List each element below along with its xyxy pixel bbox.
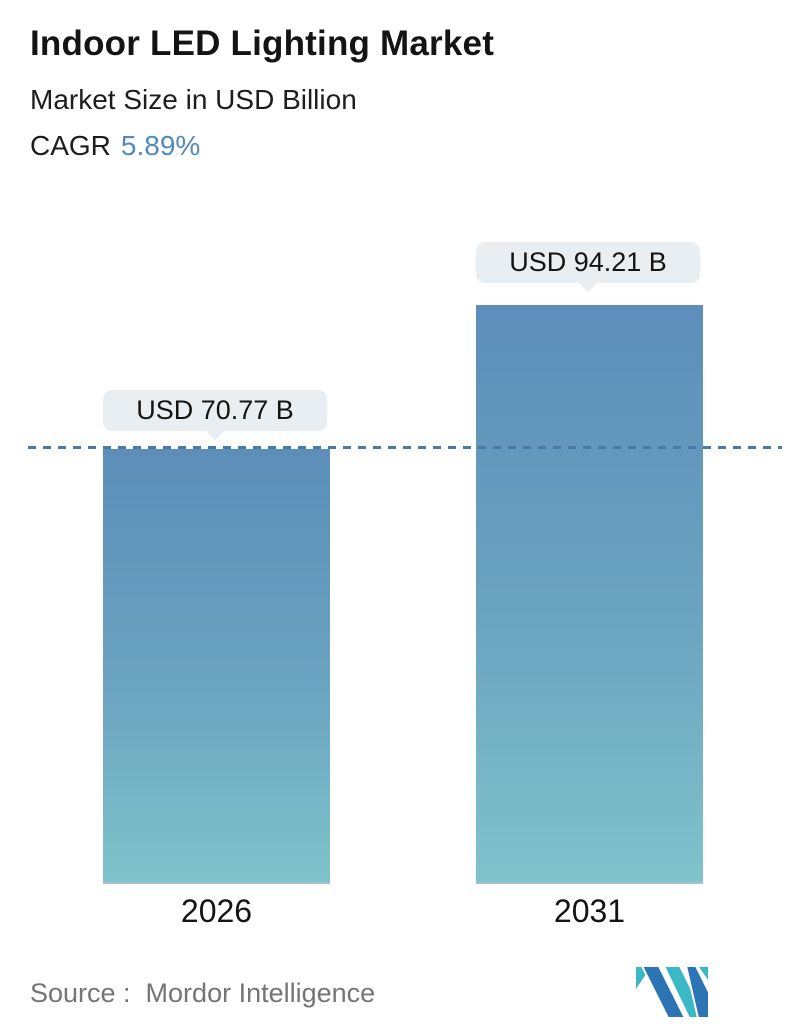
logo-blue-diagonal <box>640 965 687 1018</box>
logo-blue-right <box>684 965 709 1018</box>
source-attribution: Source : Mordor Intelligence <box>30 978 376 1008</box>
chart-header: Indoor LED Lighting Market Market Size i… <box>30 24 494 162</box>
logo-teal-right-triangle <box>695 965 709 985</box>
mordor-intelligence-logo <box>635 965 709 1018</box>
axis-label-2031: 2031 <box>553 893 626 929</box>
value-callout-2026: USD 70.77 B <box>103 390 327 441</box>
bar-2026 <box>103 449 330 884</box>
value-callout-2031: USD 94.21 B <box>476 242 700 293</box>
chart-title: Indoor LED Lighting Market <box>30 24 495 63</box>
axis-label-2026: 2026 <box>180 893 253 929</box>
cagr-value: 5.89% <box>120 130 201 162</box>
chart-subtitle: Market Size in USD Billion <box>30 84 357 116</box>
bar-2031 <box>476 305 703 884</box>
cagr-label: CAGR <box>30 130 111 162</box>
reference-dashed-line <box>28 446 782 449</box>
cagr-line: CAGR 5.89% <box>30 130 494 162</box>
